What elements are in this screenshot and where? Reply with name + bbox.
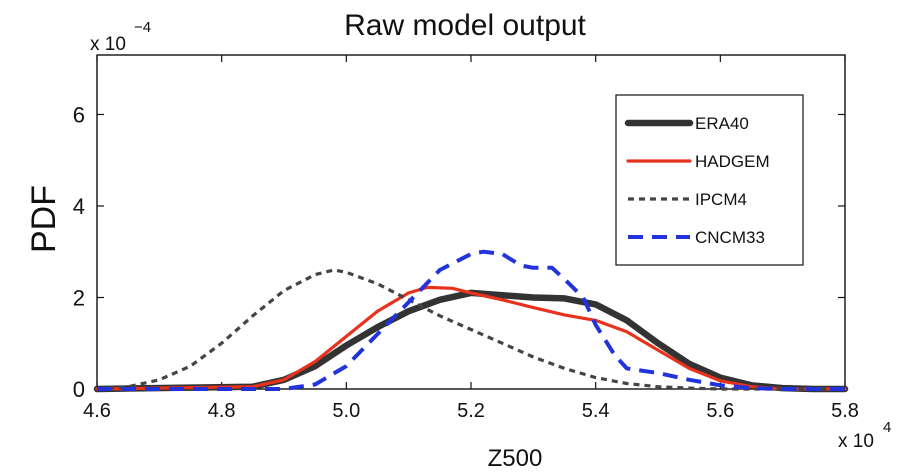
legend-label-ipcm4: IPCM4 [695,190,747,209]
x-exponent-base: x 10 [838,431,874,452]
legend-label-cncm33: CNCM33 [695,228,765,247]
y-exponent-power: −4 [134,19,151,36]
series-line-era40 [93,289,849,393]
x-axis-label: Z500 [488,445,543,472]
y-axis-label: PDF [25,185,63,253]
x-tick-label: 5.6 [706,400,734,422]
x-tick-label: 5.2 [457,400,485,422]
legend-label-hadgem: HADGEM [695,152,770,171]
x-tick-label: 4.6 [83,400,111,422]
series-line-hadgem [95,285,847,391]
y-tick-label: 0 [73,377,85,402]
axis-ticks: 4.6 4.8 5.0 5.2 5.4 5.6 5.8 0 2 4 6 [73,55,859,422]
y-exponent-base: x 10 [90,34,126,55]
chart-title: Raw model output [344,9,586,42]
x-tick-label: 5.8 [831,400,859,422]
legend-items: ERA40 HADGEM IPCM4 CNCM33 [624,114,770,247]
legend: ERA40 HADGEM IPCM4 CNCM33 [615,94,804,266]
x-tick-label: 5.0 [332,400,360,422]
series-line-ipcm4 [96,268,845,391]
legend-label-era40: ERA40 [695,114,749,133]
x-tick-label: 4.8 [208,400,236,422]
x-exponent-power: 4 [883,419,891,436]
x-tick-label: 5.4 [582,400,610,422]
series-lines [93,249,849,393]
y-tick-label: 4 [73,194,85,219]
series-line-cncm33 [97,249,845,391]
y-tick-label: 2 [73,285,85,310]
y-tick-label: 6 [73,102,85,127]
